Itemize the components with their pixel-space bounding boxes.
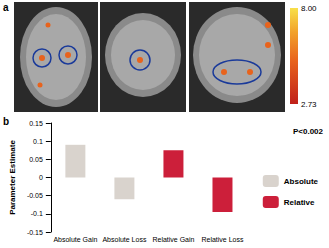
svg-text:0.1: 0.1 [33,138,43,145]
svg-text:Relative Loss: Relative Loss [201,236,244,243]
svg-text:Absolute Gain: Absolute Gain [53,236,97,243]
svg-text:Relative: Relative [284,198,315,207]
svg-text:Absolute: Absolute [284,177,319,186]
svg-text:8.00: 8.00 [301,4,317,13]
svg-text:P<0.002: P<0.002 [293,127,324,136]
svg-text:-0.1: -0.1 [31,210,43,217]
svg-text:Absolute Loss: Absolute Loss [102,236,146,243]
svg-text:0.05: 0.05 [29,156,43,163]
svg-text:b: b [3,116,9,127]
svg-text:Parameter Estimate: Parameter Estimate [8,140,17,215]
svg-text:-0.05: -0.05 [27,192,43,199]
svg-text:2.73: 2.73 [301,100,317,109]
svg-text:0.15: 0.15 [29,120,43,127]
svg-text:a: a [3,2,9,13]
svg-text:0: 0 [39,174,43,181]
svg-text:Relative Gain: Relative Gain [152,236,194,243]
svg-text:-0.15: -0.15 [27,229,43,236]
